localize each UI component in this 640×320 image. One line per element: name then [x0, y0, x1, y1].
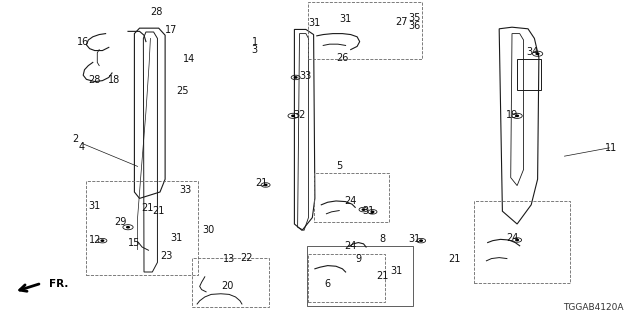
Text: 21: 21: [376, 271, 389, 281]
Text: 6: 6: [324, 279, 331, 289]
Bar: [474, 201, 570, 283]
Text: 28: 28: [88, 75, 101, 85]
Circle shape: [292, 115, 294, 116]
Text: 32: 32: [293, 109, 306, 120]
Circle shape: [127, 227, 129, 228]
Text: 18: 18: [108, 75, 120, 85]
Bar: [308, 254, 385, 302]
Circle shape: [516, 115, 518, 116]
Bar: [517, 59, 541, 90]
Text: 31: 31: [88, 201, 101, 212]
Text: 33: 33: [179, 185, 192, 196]
Bar: [86, 181, 198, 275]
Text: 31: 31: [408, 234, 421, 244]
Bar: [314, 173, 389, 222]
Text: 28: 28: [150, 7, 163, 17]
Circle shape: [516, 239, 518, 241]
Circle shape: [362, 209, 365, 210]
Circle shape: [536, 53, 539, 54]
Text: 23: 23: [160, 251, 173, 261]
Text: 17: 17: [165, 25, 178, 36]
Text: 31: 31: [362, 206, 374, 216]
Text: 31: 31: [390, 266, 403, 276]
Text: 3: 3: [252, 44, 258, 55]
Circle shape: [264, 184, 267, 186]
Text: 33: 33: [300, 71, 312, 81]
Text: 4: 4: [79, 142, 85, 152]
Text: 24: 24: [506, 233, 518, 244]
Text: 24: 24: [344, 196, 357, 206]
Circle shape: [420, 240, 422, 241]
Text: 21: 21: [141, 203, 154, 213]
Circle shape: [101, 240, 104, 241]
Text: 31: 31: [308, 18, 321, 28]
Text: 20: 20: [221, 281, 234, 292]
Text: 24: 24: [344, 241, 357, 251]
Text: 31: 31: [339, 13, 352, 24]
Text: 27: 27: [396, 17, 408, 27]
Text: 25: 25: [176, 86, 189, 96]
Text: 31: 31: [170, 233, 182, 244]
Text: 5: 5: [336, 161, 342, 171]
Text: 30: 30: [202, 225, 214, 236]
Text: 15: 15: [128, 238, 141, 248]
Text: 2: 2: [72, 134, 79, 144]
Text: 21: 21: [448, 253, 461, 264]
Text: 8: 8: [380, 234, 386, 244]
Text: 21: 21: [255, 178, 268, 188]
Text: 26: 26: [336, 53, 349, 63]
Bar: [308, 2, 422, 59]
Text: 16: 16: [77, 36, 90, 47]
Text: 22: 22: [240, 252, 253, 263]
Text: 14: 14: [182, 54, 195, 64]
Bar: [307, 246, 413, 306]
Text: 34: 34: [526, 47, 539, 57]
Text: 36: 36: [408, 21, 421, 31]
Bar: [192, 258, 269, 307]
Text: 11: 11: [605, 143, 618, 153]
Text: 35: 35: [408, 12, 421, 23]
Text: TGGAB4120A: TGGAB4120A: [563, 303, 624, 312]
Text: 12: 12: [88, 235, 101, 245]
Circle shape: [294, 77, 297, 78]
Text: 29: 29: [114, 217, 127, 228]
Circle shape: [371, 211, 374, 212]
Text: 1: 1: [252, 36, 258, 47]
Text: 13: 13: [223, 253, 236, 264]
Text: FR.: FR.: [49, 279, 68, 289]
Text: 21: 21: [152, 206, 165, 216]
Text: 9: 9: [355, 253, 362, 264]
Text: 19: 19: [506, 109, 518, 120]
